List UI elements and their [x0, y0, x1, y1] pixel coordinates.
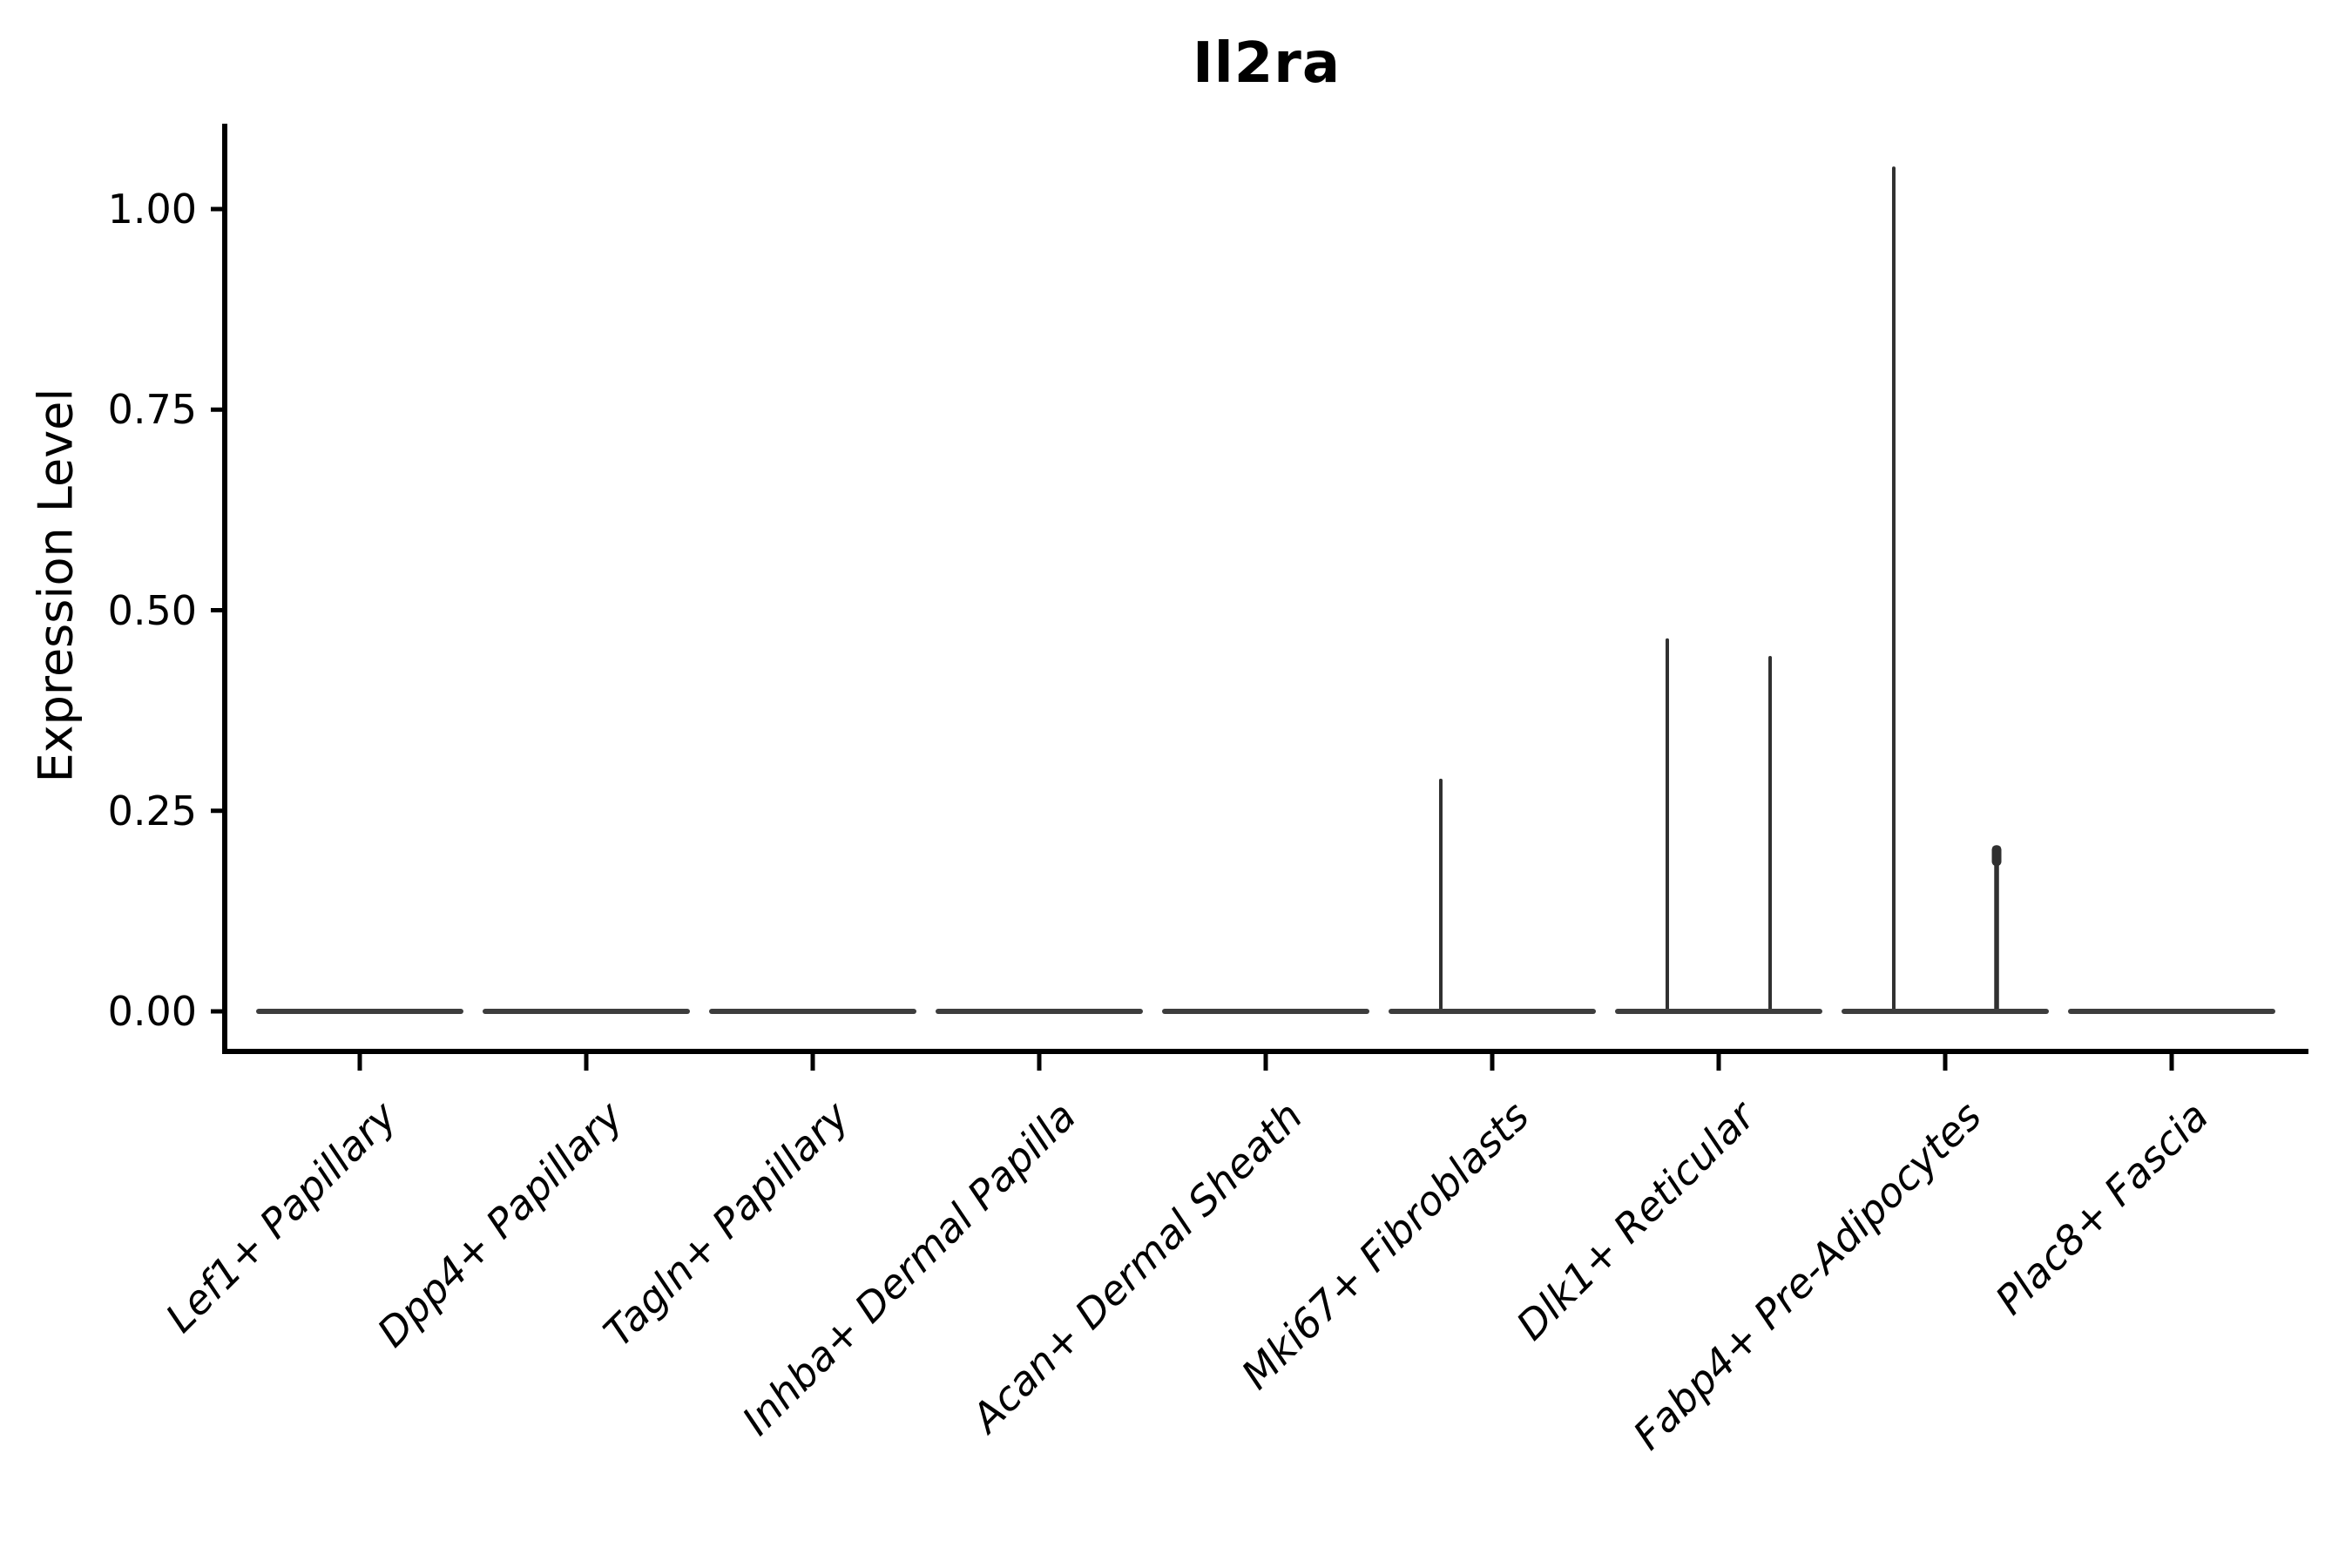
violin-spike [1438, 778, 1443, 1011]
violin-spike [1768, 655, 1773, 1011]
y-tick-label: 0.00 [107, 988, 197, 1035]
violin-spike [1994, 847, 1999, 1011]
violin-spike-cap [1991, 845, 2002, 867]
chart-title: Il2ra [1192, 31, 1342, 96]
violin-base [1162, 1009, 1369, 1014]
y-axis-title: Expression Level [28, 388, 84, 783]
y-tick-label: 0.25 [107, 787, 197, 835]
y-tick-label: 0.75 [107, 386, 197, 434]
violin-base [709, 1009, 916, 1014]
violin-base [936, 1009, 1143, 1014]
violin-base [483, 1009, 690, 1014]
violin-base [256, 1009, 463, 1014]
violin-base [2068, 1009, 2275, 1014]
y-tick-label: 1.00 [107, 186, 197, 233]
violin-base [1615, 1009, 1822, 1014]
y-tick-label: 0.50 [107, 586, 197, 634]
violin-spike [1665, 638, 1669, 1011]
violin-base [1842, 1009, 2049, 1014]
violin-base [1389, 1009, 1596, 1014]
violin-spike [1891, 166, 1896, 1011]
